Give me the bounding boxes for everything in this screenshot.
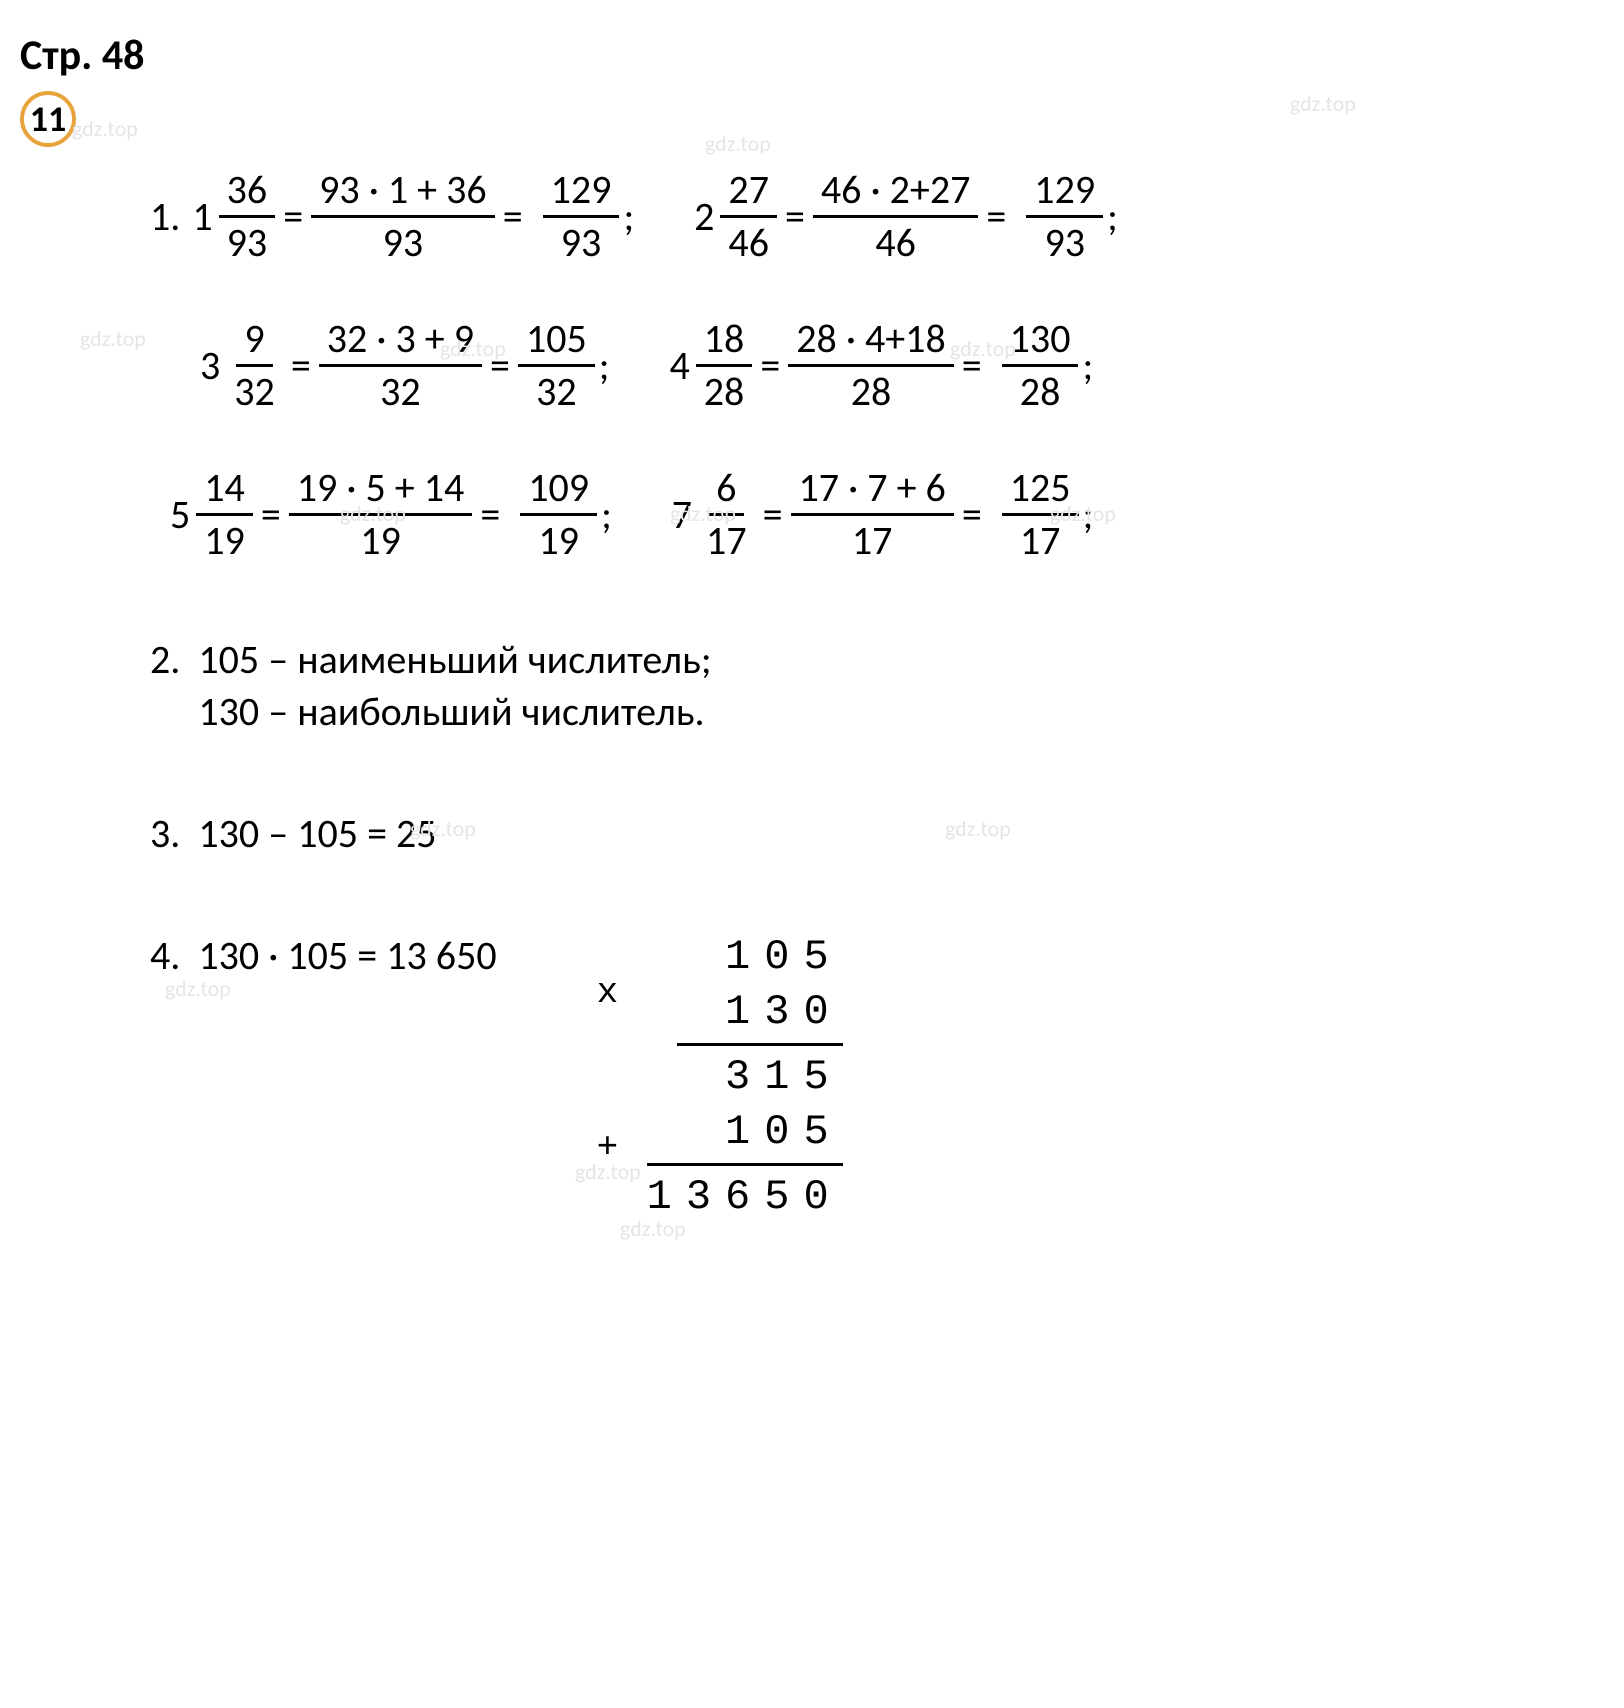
equation-row-1: 1. 1 3693 = 93 · 1 + 3693 = 12993 ; 2 27… (150, 167, 1604, 266)
item-number: 4. (150, 930, 180, 982)
numerator: 9 (236, 316, 272, 367)
semicolon: ; (1083, 489, 1094, 541)
mult-result: 13650 (647, 1170, 843, 1225)
mult-line: 105 (647, 930, 843, 985)
numerator: 17 · 7 + 6 (791, 465, 954, 516)
equals: = (760, 340, 780, 392)
watermark: gdz.top (72, 115, 138, 142)
numerator: 93 · 1 + 36 (311, 167, 495, 218)
long-multiplication: х + 105 130 315 105 13650 (647, 930, 843, 1225)
numerator: 129 (543, 167, 620, 218)
semicolon: ; (623, 191, 634, 243)
item-number: 1. (150, 191, 180, 243)
watermark: gdz.top (705, 130, 771, 157)
text-line: 130 – наибольший числитель. (198, 686, 711, 738)
item-number: 3. (150, 808, 180, 860)
numerator: 36 (219, 167, 276, 218)
numerator: 129 (1026, 167, 1103, 218)
denominator: 28 (1012, 367, 1069, 415)
watermark: gdz.top (1290, 90, 1356, 117)
denominator: 19 (530, 516, 587, 564)
denominator: 93 (553, 218, 610, 266)
denominator: 17 (698, 516, 755, 564)
whole-part: 4 (670, 340, 690, 392)
equals: = (962, 340, 982, 392)
section-4: 4. 130 · 105 = 13 650 х + 105 130 315 10… (150, 930, 1604, 1225)
numerator: 28 · 4+18 (788, 316, 953, 367)
denominator: 93 (375, 218, 432, 266)
semicolon: ; (601, 489, 612, 541)
numerator: 19 · 5 + 14 (289, 465, 473, 516)
equals: = (986, 191, 1006, 243)
equals: = (763, 489, 783, 541)
numerator: 105 (518, 316, 595, 367)
equals: = (503, 191, 523, 243)
whole-part: 1 (192, 191, 212, 243)
numerator: 46 · 2+27 (813, 167, 978, 218)
equation-3-2: 7 617 = 17 · 7 + 617 = 12517 ; (672, 465, 1094, 564)
denominator: 93 (1036, 218, 1093, 266)
whole-part: 3 (200, 340, 220, 392)
semicolon: ; (599, 340, 610, 392)
equation-row-3: 5 1419 = 19 · 5 + 1419 = 10919 ; 7 617 =… (150, 465, 1604, 564)
denominator: 19 (196, 516, 253, 564)
section-2: 2. 105 – наименьший числитель; 130 – наи… (150, 634, 1604, 738)
denominator: 32 (528, 367, 585, 415)
semicolon: ; (1082, 340, 1093, 392)
numerator: 27 (720, 167, 777, 218)
numerator: 18 (696, 316, 753, 367)
numerator: 125 (1002, 465, 1079, 516)
equals: = (291, 340, 311, 392)
denominator: 46 (867, 218, 924, 266)
numerator: 14 (196, 465, 253, 516)
equation-1-2: 2 2746 = 46 · 2+2746 = 12993 ; (694, 167, 1118, 266)
numerator: 6 (708, 465, 744, 516)
equals: = (283, 191, 303, 243)
semicolon: ; (1107, 191, 1118, 243)
section-3: 3. 130 – 105 = 25 (150, 808, 1604, 860)
equation-3-1: 5 1419 = 19 · 5 + 1419 = 10919 ; (170, 465, 612, 564)
divider-line (647, 1163, 843, 1166)
content-area: 1. 1 3693 = 93 · 1 + 3693 = 12993 ; 2 27… (20, 167, 1604, 1225)
calculation: 130 · 105 = 13 650 (198, 930, 496, 982)
item-number: 2. (150, 634, 180, 738)
whole-part: 7 (672, 489, 692, 541)
equals: = (490, 340, 510, 392)
whole-part: 2 (694, 191, 714, 243)
numerator: 109 (520, 465, 597, 516)
denominator: 17 (1012, 516, 1069, 564)
mult-line: 130 (647, 985, 843, 1040)
page-header: Стр. 48 (20, 30, 1604, 81)
equation-2-2: 4 1828 = 28 · 4+1828 = 13028 ; (670, 316, 1094, 415)
equation-2-1: 3 932 = 32 · 3 + 932 = 10532 ; (200, 316, 610, 415)
exercise-badge: 11 (20, 91, 76, 147)
denominator: 32 (372, 367, 429, 415)
equation-row-2: 3 932 = 32 · 3 + 932 = 10532 ; 4 1828 = … (150, 316, 1604, 415)
plus-sign: + (597, 1125, 619, 1172)
mult-line: 105 (647, 1105, 843, 1160)
equals: = (785, 191, 805, 243)
equals: = (962, 489, 982, 541)
denominator: 46 (720, 218, 777, 266)
multiply-sign: х (597, 970, 619, 1017)
equals: = (261, 489, 281, 541)
calculation: 130 – 105 = 25 (198, 808, 436, 860)
denominator: 32 (226, 367, 283, 415)
numerator: 130 (1002, 316, 1079, 367)
divider-line (677, 1043, 843, 1046)
denominator: 19 (352, 516, 409, 564)
denominator: 28 (696, 367, 753, 415)
denominator: 28 (843, 367, 900, 415)
text-line: 105 – наименьший числитель; (198, 634, 711, 686)
equals: = (480, 489, 500, 541)
whole-part: 5 (170, 489, 190, 541)
numerator: 32 · 3 + 9 (319, 316, 482, 367)
denominator: 93 (219, 218, 276, 266)
mult-line: 315 (647, 1050, 843, 1105)
denominator: 17 (844, 516, 901, 564)
equation-1-1: 1. 1 3693 = 93 · 1 + 3693 = 12993 ; (150, 167, 634, 266)
